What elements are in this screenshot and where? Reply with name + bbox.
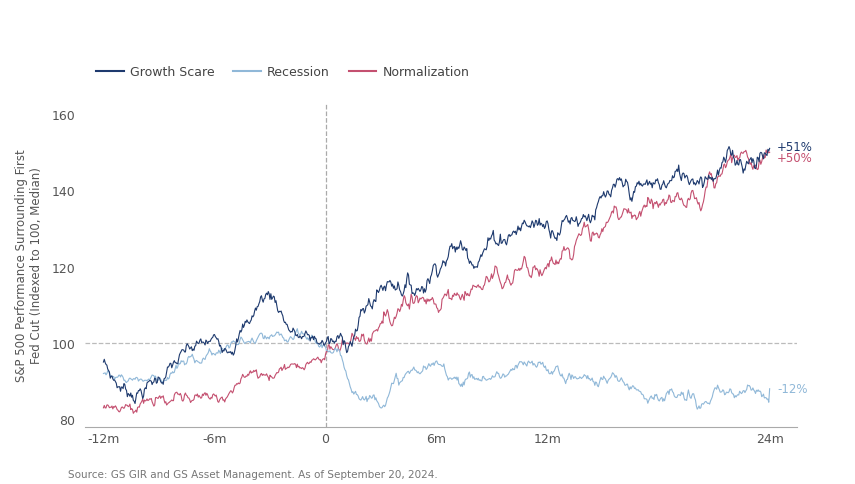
Text: +51%: +51% (777, 141, 813, 153)
Text: Source: GS GIR and GS Asset Management. As of September 20, 2024.: Source: GS GIR and GS Asset Management. … (68, 469, 438, 479)
Text: -12%: -12% (777, 382, 808, 395)
Legend: Growth Scare, Recession, Normalization: Growth Scare, Recession, Normalization (91, 61, 475, 84)
Y-axis label: S&P 500 Performance Surrounding First
Fed Cut (Indexed to 100, Median): S&P 500 Performance Surrounding First Fe… (15, 149, 43, 381)
Text: +50%: +50% (777, 152, 813, 165)
